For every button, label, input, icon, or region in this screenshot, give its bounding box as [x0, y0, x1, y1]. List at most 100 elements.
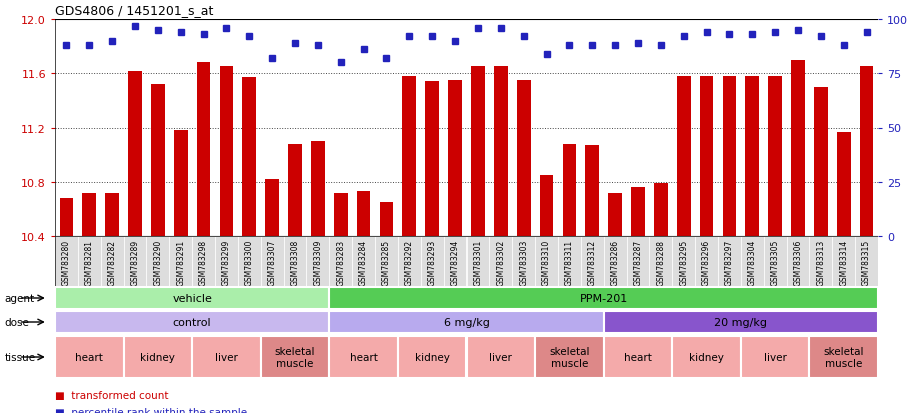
Bar	[718, 236, 741, 286]
Bar	[425, 82, 439, 236]
Text: GSM783287: GSM783287	[633, 239, 642, 285]
Text: GSM783304: GSM783304	[748, 239, 757, 285]
Text: vehicle: vehicle	[172, 293, 212, 303]
Bar	[329, 236, 352, 286]
Bar	[814, 88, 828, 236]
Bar	[197, 63, 210, 236]
Bar	[124, 236, 147, 286]
Bar	[632, 188, 645, 236]
Text: GSM783306: GSM783306	[794, 239, 803, 285]
Bar	[603, 336, 672, 378]
Bar	[581, 236, 603, 286]
Bar	[626, 236, 650, 286]
Bar	[763, 236, 786, 286]
Bar	[444, 236, 467, 286]
Text: GSM783305: GSM783305	[771, 239, 780, 285]
Text: GSM783291: GSM783291	[177, 239, 186, 285]
Bar	[471, 67, 485, 236]
Text: GSM783289: GSM783289	[130, 239, 139, 285]
Bar	[833, 236, 855, 286]
Bar	[672, 336, 741, 378]
Bar	[334, 193, 348, 236]
Text: GSM783282: GSM783282	[107, 239, 116, 285]
Bar	[786, 236, 809, 286]
Bar	[261, 336, 329, 378]
Bar	[677, 77, 691, 236]
Bar	[768, 77, 782, 236]
Text: GSM783301: GSM783301	[473, 239, 482, 285]
Text: GSM783295: GSM783295	[679, 239, 688, 285]
Bar	[59, 199, 74, 236]
Bar	[809, 336, 878, 378]
Text: GSM783286: GSM783286	[611, 239, 620, 285]
Bar	[215, 236, 238, 286]
Bar	[261, 236, 284, 286]
Text: GSM783298: GSM783298	[199, 239, 208, 285]
Text: GSM783309: GSM783309	[313, 239, 322, 285]
Text: GSM783292: GSM783292	[405, 239, 414, 285]
Text: 6 mg/kg: 6 mg/kg	[443, 317, 490, 327]
Bar	[402, 77, 416, 236]
Bar	[174, 131, 187, 236]
Bar	[329, 287, 878, 309]
Bar	[855, 236, 878, 286]
Bar	[535, 236, 558, 286]
Bar	[860, 67, 874, 236]
Bar	[284, 236, 307, 286]
Bar	[654, 184, 668, 236]
Bar	[375, 236, 398, 286]
Text: 20 mg/kg: 20 mg/kg	[714, 317, 767, 327]
Bar	[558, 236, 581, 286]
Text: heart: heart	[349, 352, 378, 362]
Bar	[242, 78, 257, 236]
Bar	[352, 236, 375, 286]
Bar	[147, 236, 169, 286]
Bar	[307, 236, 329, 286]
Bar	[512, 236, 535, 286]
Bar	[192, 336, 261, 378]
Bar	[379, 203, 393, 236]
Bar	[585, 146, 599, 236]
Bar	[55, 336, 124, 378]
Bar	[603, 236, 626, 286]
Bar	[101, 236, 124, 286]
Bar	[329, 336, 398, 378]
Bar	[329, 311, 603, 333]
Text: agent: agent	[5, 293, 35, 303]
Bar	[266, 180, 279, 236]
Bar	[169, 236, 192, 286]
Text: GDS4806 / 1451201_s_at: GDS4806 / 1451201_s_at	[55, 4, 213, 17]
Bar	[540, 176, 553, 236]
Bar	[672, 236, 695, 286]
Bar	[128, 71, 142, 236]
Text: GSM783314: GSM783314	[839, 239, 848, 285]
Text: dose: dose	[5, 317, 29, 327]
Text: GSM783312: GSM783312	[588, 239, 597, 285]
Text: GSM783300: GSM783300	[245, 239, 254, 285]
Bar	[55, 287, 329, 309]
Bar	[741, 336, 809, 378]
Bar	[809, 236, 833, 286]
Bar	[517, 81, 531, 236]
Bar	[490, 236, 512, 286]
Text: GSM783313: GSM783313	[816, 239, 825, 285]
Bar	[562, 145, 576, 236]
Bar	[745, 77, 759, 236]
Text: kidney: kidney	[140, 352, 176, 362]
Bar	[55, 236, 78, 286]
Bar	[467, 336, 535, 378]
Text: GSM783296: GSM783296	[702, 239, 711, 285]
Bar	[124, 336, 192, 378]
Text: GSM783284: GSM783284	[359, 239, 369, 285]
Bar	[791, 61, 804, 236]
Bar	[494, 67, 508, 236]
Text: heart: heart	[624, 352, 652, 362]
Text: heart: heart	[76, 352, 103, 362]
Bar	[311, 142, 325, 236]
Text: GSM783307: GSM783307	[268, 239, 277, 285]
Text: liver: liver	[215, 352, 238, 362]
Bar	[700, 77, 713, 236]
Text: GSM783290: GSM783290	[154, 239, 162, 285]
Text: GSM783297: GSM783297	[725, 239, 733, 285]
Text: GSM783308: GSM783308	[290, 239, 299, 285]
